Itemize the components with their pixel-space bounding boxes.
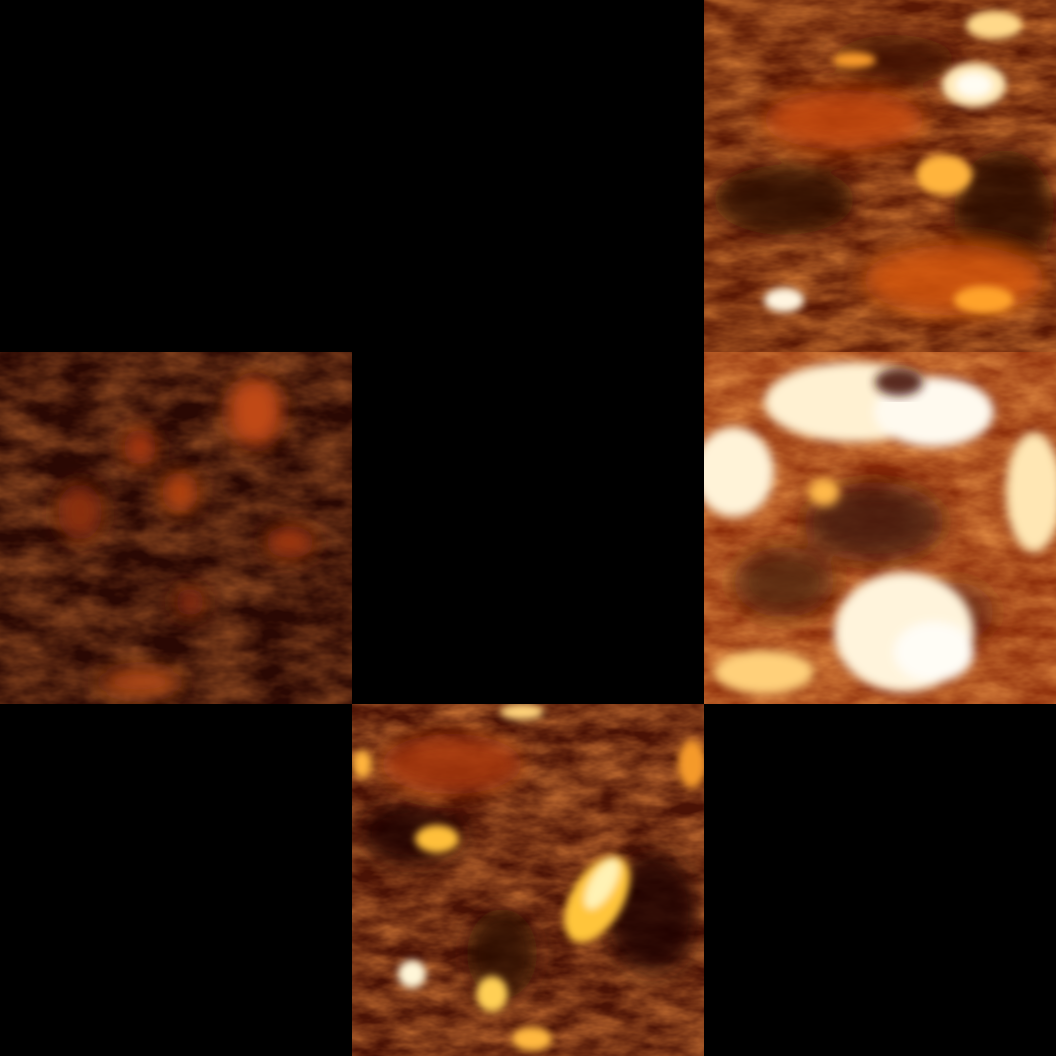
fire-texture-image-high [704,352,1056,704]
fire-texture-tile-r2-c1 [352,704,704,1056]
fire-texture-tile-r1-c0 [0,352,352,704]
empty-tile-r0-c0 [0,0,352,352]
fire-texture-tile-r0-c2 [704,0,1056,352]
empty-tile-r1-c1 [352,352,704,704]
empty-tile-r2-c0 [0,704,352,1056]
fire-texture-tile-r1-c2 [704,352,1056,704]
fire-texture-image-medium-high [704,0,1056,352]
empty-tile-r0-c1 [352,0,704,352]
fire-texture-image-low [0,352,352,704]
fire-texture-image-medium [352,704,704,1056]
empty-tile-r2-c2 [704,704,1056,1056]
